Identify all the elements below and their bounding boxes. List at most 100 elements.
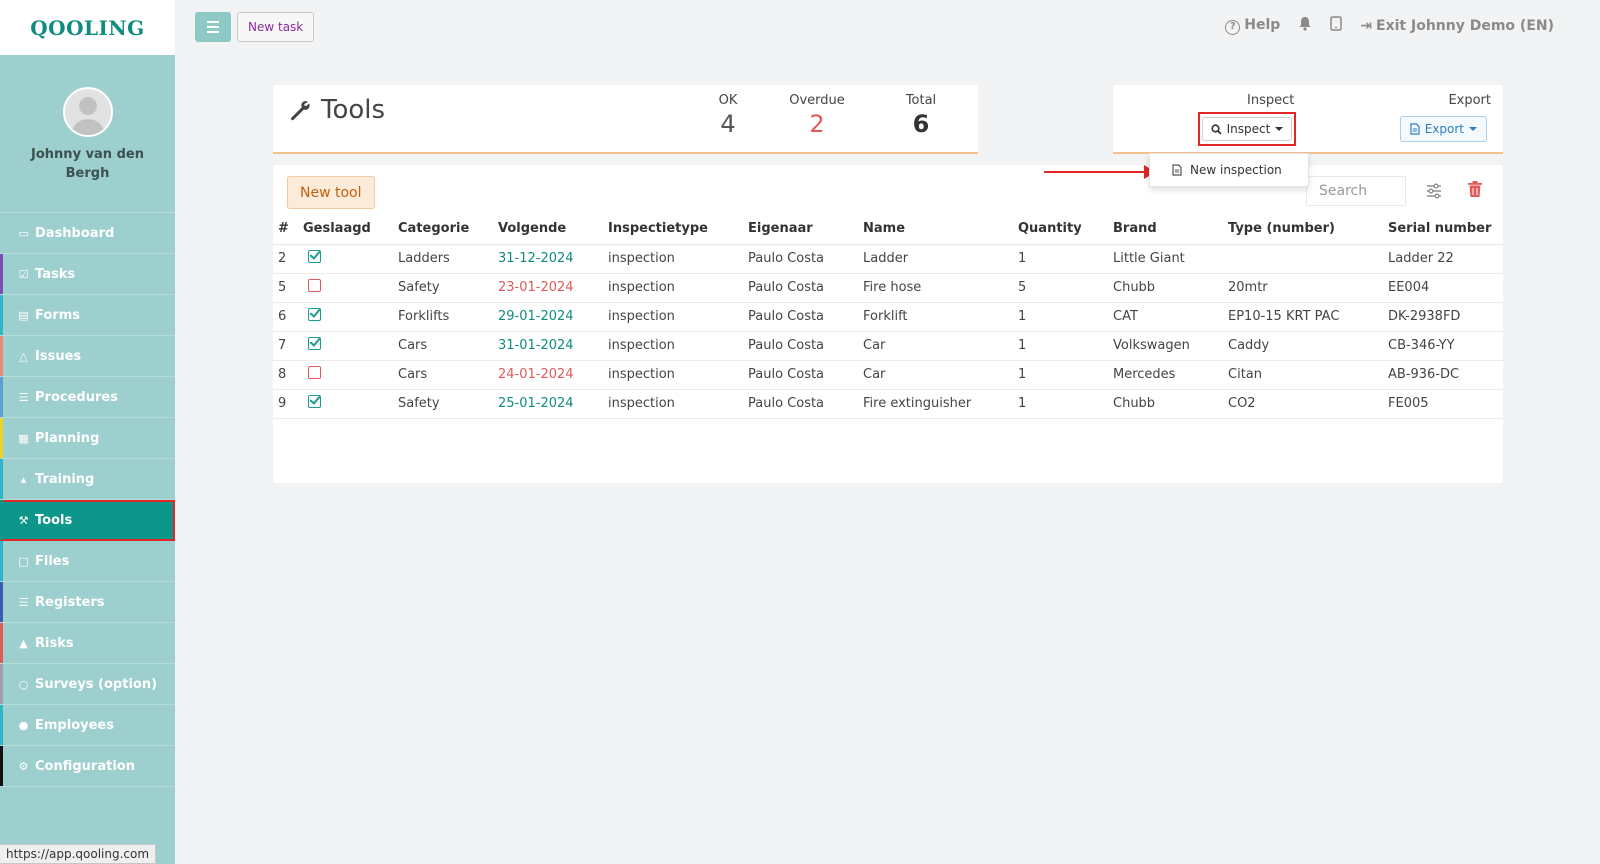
nav-color-strip [0, 705, 3, 745]
sidebar-item-forms[interactable]: ▤ Forms [0, 295, 175, 336]
unchecked-checkbox-icon [308, 366, 321, 379]
brand-cell: Mercedes [1108, 360, 1223, 390]
list-icon: ☰ [18, 390, 29, 404]
list-icon: ☰ [18, 595, 29, 609]
export-dropdown-button[interactable]: Export [1399, 116, 1487, 142]
quantity-cell: 1 [1013, 331, 1108, 361]
nav-color-strip [0, 459, 3, 499]
name-cell: Forklift [858, 302, 1013, 332]
inspect-button-label: Inspect [1226, 122, 1271, 136]
column-header[interactable]: Brand [1108, 213, 1223, 245]
owner-cell: Paulo Costa [743, 389, 858, 419]
sidebar-item-label: Employees [35, 717, 114, 733]
stat-overdue-value: 2 [809, 110, 825, 138]
table-header-row: # Geslaagd Categorie Volgende Inspectietype E… [273, 213, 1503, 245]
sliders-icon[interactable] [1425, 182, 1443, 200]
nav-color-strip [0, 336, 3, 376]
table-row[interactable]: 5 Safety 23-01-2024 inspection Paulo Costa Fi… [273, 273, 1503, 303]
sidebar: QOOLING Johnny van den Bergh ▭ Dashboard ☑… [0, 0, 175, 864]
sidebar-item-tasks[interactable]: ☑ Tasks [0, 254, 175, 295]
file-icon: □ [18, 554, 29, 568]
column-header[interactable]: Eigenaar [743, 213, 858, 245]
gear-icon: ⚙ [18, 759, 29, 773]
quantity-cell: 1 [1013, 244, 1108, 274]
sidebar-item-label: Issues [35, 348, 82, 364]
brand-cell: CAT [1108, 302, 1223, 332]
sidebar-item-training[interactable]: ▴ Training [0, 459, 175, 500]
column-header[interactable]: Type (number) [1223, 213, 1383, 245]
type-number-cell: 20mtr [1223, 273, 1383, 303]
next-date-cell: 29-01-2024 [493, 302, 603, 332]
tablet-icon[interactable] [1330, 16, 1343, 35]
checked-checkbox-icon [308, 250, 321, 263]
checked-checkbox-icon [308, 337, 321, 350]
column-header[interactable]: Volgende [493, 213, 603, 245]
sidebar-item-label: Tools [35, 512, 73, 528]
topbar-actions: ? Help ⇥ Exit Johnny Demo (EN) [1225, 16, 1554, 35]
sidebar-item-tools[interactable]: ⚒ Tools [0, 500, 175, 541]
nav-color-strip [0, 746, 3, 786]
column-header[interactable]: Inspectietype [603, 213, 743, 245]
table-row[interactable]: 9 Safety 25-01-2024 inspection Paulo Costa Fi… [273, 389, 1503, 419]
sidebar-item-configuration[interactable]: ⚙ Configuration [0, 746, 175, 787]
sidebar-item-files[interactable]: □ Files [0, 541, 175, 582]
search-icon [1211, 123, 1222, 135]
trash-icon[interactable] [1467, 180, 1483, 198]
table-row[interactable]: 6 Forklifts 29-01-2024 inspection Paulo Cost… [273, 302, 1503, 332]
sidebar-item-risks[interactable]: ▲ Risks [0, 623, 175, 664]
search-input[interactable]: Search [1306, 176, 1406, 206]
category-cell: Cars [393, 360, 493, 390]
passed-cell [298, 273, 393, 303]
stat-total: Total 6 [891, 93, 951, 138]
sidebar-item-label: Surveys (option) [35, 676, 158, 692]
sidebar-item-procedures[interactable]: ☰ Procedures [0, 377, 175, 418]
stat-overdue-label: Overdue [789, 93, 845, 108]
column-header[interactable]: Serial number [1383, 213, 1503, 245]
exit-link[interactable]: ⇥ Exit Johnny Demo (EN) [1360, 17, 1554, 34]
new-inspection-menu-item[interactable]: New inspection [1149, 153, 1309, 187]
sidebar-item-surveys-option[interactable]: ○ Surveys (option) [0, 664, 175, 705]
inspect-label: Inspect [1247, 93, 1295, 108]
passed-cell [298, 331, 393, 361]
tools-summary-card: Tools OK 4 Overdue 2 Total 6 [273, 85, 978, 154]
help-link[interactable]: ? Help [1225, 17, 1280, 35]
app-logo[interactable]: QOOLING [30, 15, 145, 40]
sidebar-item-registers[interactable]: ☰ Registers [0, 582, 175, 623]
column-header[interactable]: Categorie [393, 213, 493, 245]
inspection-type-cell: inspection [603, 389, 743, 419]
topbar: New task ? Help ⇥ Exit Johnny Demo (EN) [175, 0, 1600, 55]
sidebar-item-issues[interactable]: △ Issues [0, 336, 175, 377]
column-header[interactable]: Name [858, 213, 1013, 245]
brand-cell: Chubb [1108, 389, 1223, 419]
category-cell: Cars [393, 331, 493, 361]
new-task-button[interactable]: New task [237, 12, 315, 42]
sidebar-item-label: Risks [35, 635, 74, 651]
table-row[interactable]: 2 Ladders 31-12-2024 inspection Paulo Costa L… [273, 244, 1503, 274]
menu-toggle-button[interactable] [195, 12, 231, 42]
column-header[interactable]: # [273, 213, 298, 245]
name-cell: Car [858, 360, 1013, 390]
graduation-cap-icon: ▴ [20, 472, 27, 486]
owner-cell: Paulo Costa [743, 244, 858, 274]
category-cell: Forklifts [393, 302, 493, 332]
serial-number-cell: AB-936-DC [1383, 360, 1503, 390]
new-tool-button[interactable]: New tool [287, 176, 375, 209]
column-header[interactable]: Geslaagd [298, 213, 393, 245]
table-row[interactable]: 7 Cars 31-01-2024 inspection Paulo Costa Car 1… [273, 331, 1503, 361]
actions-card: Inspect Export Inspect Export [1113, 85, 1503, 154]
sidebar-item-dashboard[interactable]: ▭ Dashboard [0, 213, 175, 254]
brand-cell: Chubb [1108, 273, 1223, 303]
serial-number-cell: Ladder 22 [1383, 244, 1503, 274]
document-icon [1172, 164, 1182, 176]
owner-cell: Paulo Costa [743, 360, 858, 390]
sidebar-item-employees[interactable]: ● Employees [0, 705, 175, 746]
owner-cell: Paulo Costa [743, 273, 858, 303]
avatar[interactable] [62, 87, 113, 137]
bell-icon[interactable] [1298, 16, 1312, 35]
sidebar-item-planning[interactable]: ▦ Planning [0, 418, 175, 459]
column-header[interactable]: Quantity [1013, 213, 1108, 245]
table-row[interactable]: 8 Cars 24-01-2024 inspection Paulo Costa Car 1… [273, 360, 1503, 390]
sidebar-item-label: Tasks [35, 266, 76, 282]
inspect-dropdown-button[interactable]: Inspect [1201, 117, 1293, 141]
calendar-icon: ▦ [18, 431, 29, 445]
